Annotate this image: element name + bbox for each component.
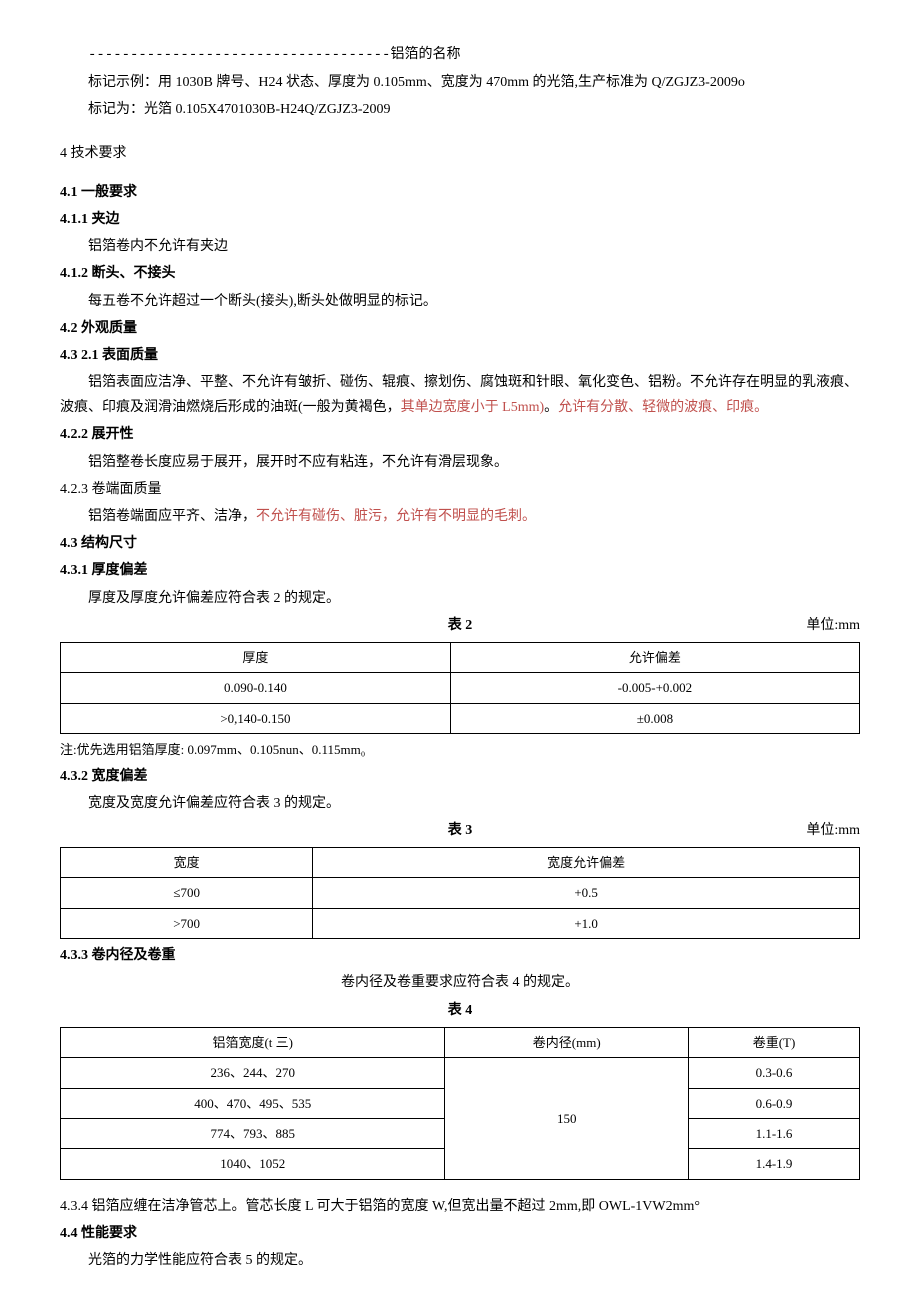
section-4-3-2-text: 宽度及宽度允许偏差应符合表 3 的规定。 bbox=[60, 791, 860, 816]
section-4-1-2-text: 每五卷不允许超过一个断头(接头),断头处做明显的标记。 bbox=[60, 289, 860, 314]
section-4-4-title: 4.4 性能要求 bbox=[60, 1221, 860, 1246]
table-4-col-1: 卷内径(mm) bbox=[445, 1027, 689, 1057]
section-4-1-title: 4.1 一般要求 bbox=[60, 180, 860, 205]
section-4-2-2-title: 4.2.2 展开性 bbox=[60, 422, 860, 447]
table-3-caption: 表 3 单位:mm bbox=[60, 818, 860, 843]
table-2-col-1: 允许偏差 bbox=[450, 642, 859, 672]
table-3-col-1: 宽度允许偏差 bbox=[313, 848, 860, 878]
table-4-col-0: 铝箔宽度(t 三) bbox=[61, 1027, 445, 1057]
table-row: 0.090-0.140 -0.005-+0.002 bbox=[61, 673, 860, 703]
section-4-title: 4 技术要求 bbox=[60, 141, 860, 166]
table-3: 宽度 宽度允许偏差 ≤700 +0.5 >700 +1.0 bbox=[60, 847, 860, 939]
table-row: >0,140-0.150 ±0.008 bbox=[61, 703, 860, 733]
section-4-1-1-text: 铝箔卷内不允许有夹边 bbox=[60, 234, 860, 259]
section-4-2-1-title: 4.3 2.1 表面质量 bbox=[60, 343, 860, 368]
section-4-1-1-title: 4.1.1 夹边 bbox=[60, 207, 860, 232]
section-4-3-3-text: 卷内径及卷重要求应符合表 4 的规定。 bbox=[60, 970, 860, 995]
section-4-3-4-text: 4.3.4 铝箔应缠在洁净管芯上。管芯长度 L 可大于铝箔的宽度 W,但宽出量不… bbox=[60, 1194, 860, 1219]
section-4-3-2-title: 4.3.2 宽度偏差 bbox=[60, 764, 860, 789]
section-4-3-1-text: 厚度及厚度允许偏差应符合表 2 的规定。 bbox=[60, 586, 860, 611]
table-row: >700 +1.0 bbox=[61, 908, 860, 938]
table-4-caption: 表 4 bbox=[60, 998, 860, 1023]
table-3-col-0: 宽度 bbox=[61, 848, 313, 878]
section-4-3-title: 4.3 结构尺寸 bbox=[60, 531, 860, 556]
table-row: 236、244、270 150 0.3-0.6 bbox=[61, 1058, 860, 1088]
table-4-merged: 150 bbox=[445, 1058, 689, 1180]
foil-name-label: 铝箔的名称 bbox=[390, 47, 460, 62]
table-2-caption: 表 2 单位:mm bbox=[60, 613, 860, 638]
section-4-2-title: 4.2 外观质量 bbox=[60, 316, 860, 341]
section-4-3-1-title: 4.3.1 厚度偏差 bbox=[60, 558, 860, 583]
table-2-col-0: 厚度 bbox=[61, 642, 451, 672]
table-4-col-2: 卷重(T) bbox=[688, 1027, 859, 1057]
section-4-2-3-text: 铝箔卷端面应平齐、洁净，不允许有碰伤、脏污，允许有不明显的毛刺。 bbox=[60, 504, 860, 529]
section-4-1-2-title: 4.1.2 断头、不接头 bbox=[60, 261, 860, 286]
section-4-3-3-title: 4.3.3 卷内径及卷重 bbox=[60, 943, 860, 968]
section-4-2-2-text: 铝箔整卷长度应易于展开，展开时不应有粘连，不允许有滑层现象。 bbox=[60, 450, 860, 475]
table-2: 厚度 允许偏差 0.090-0.140 -0.005-+0.002 >0,140… bbox=[60, 642, 860, 734]
marking-as: 标记为：光箔 0.105X4701030B-H24Q/ZGJZ3-2009 bbox=[60, 97, 860, 122]
section-4-2-3-title: 4.2.3 卷端面质量 bbox=[60, 477, 860, 502]
dash-line: ------------------------------------ bbox=[88, 47, 390, 63]
table-4: 铝箔宽度(t 三) 卷内径(mm) 卷重(T) 236、244、270 150 … bbox=[60, 1027, 860, 1180]
marking-example: 标记示例：用 1030B 牌号、H24 状态、厚度为 0.105mm、宽度为 4… bbox=[60, 70, 860, 95]
section-4-2-1-text: 铝箔表面应洁净、平整、不允许有皱折、碰伤、辊痕、擦划伤、腐蚀斑和针眼、氧化变色、… bbox=[60, 370, 860, 420]
table-row: ≤700 +0.5 bbox=[61, 878, 860, 908]
header-line: ------------------------------------铝箔的名… bbox=[60, 42, 860, 68]
section-4-4-text: 光箔的力学性能应符合表 5 的规定。 bbox=[60, 1248, 860, 1273]
table-2-note: 注:优先选用铝箔厚度: 0.097mm、0.105nun、0.115mm₀ bbox=[60, 738, 860, 761]
